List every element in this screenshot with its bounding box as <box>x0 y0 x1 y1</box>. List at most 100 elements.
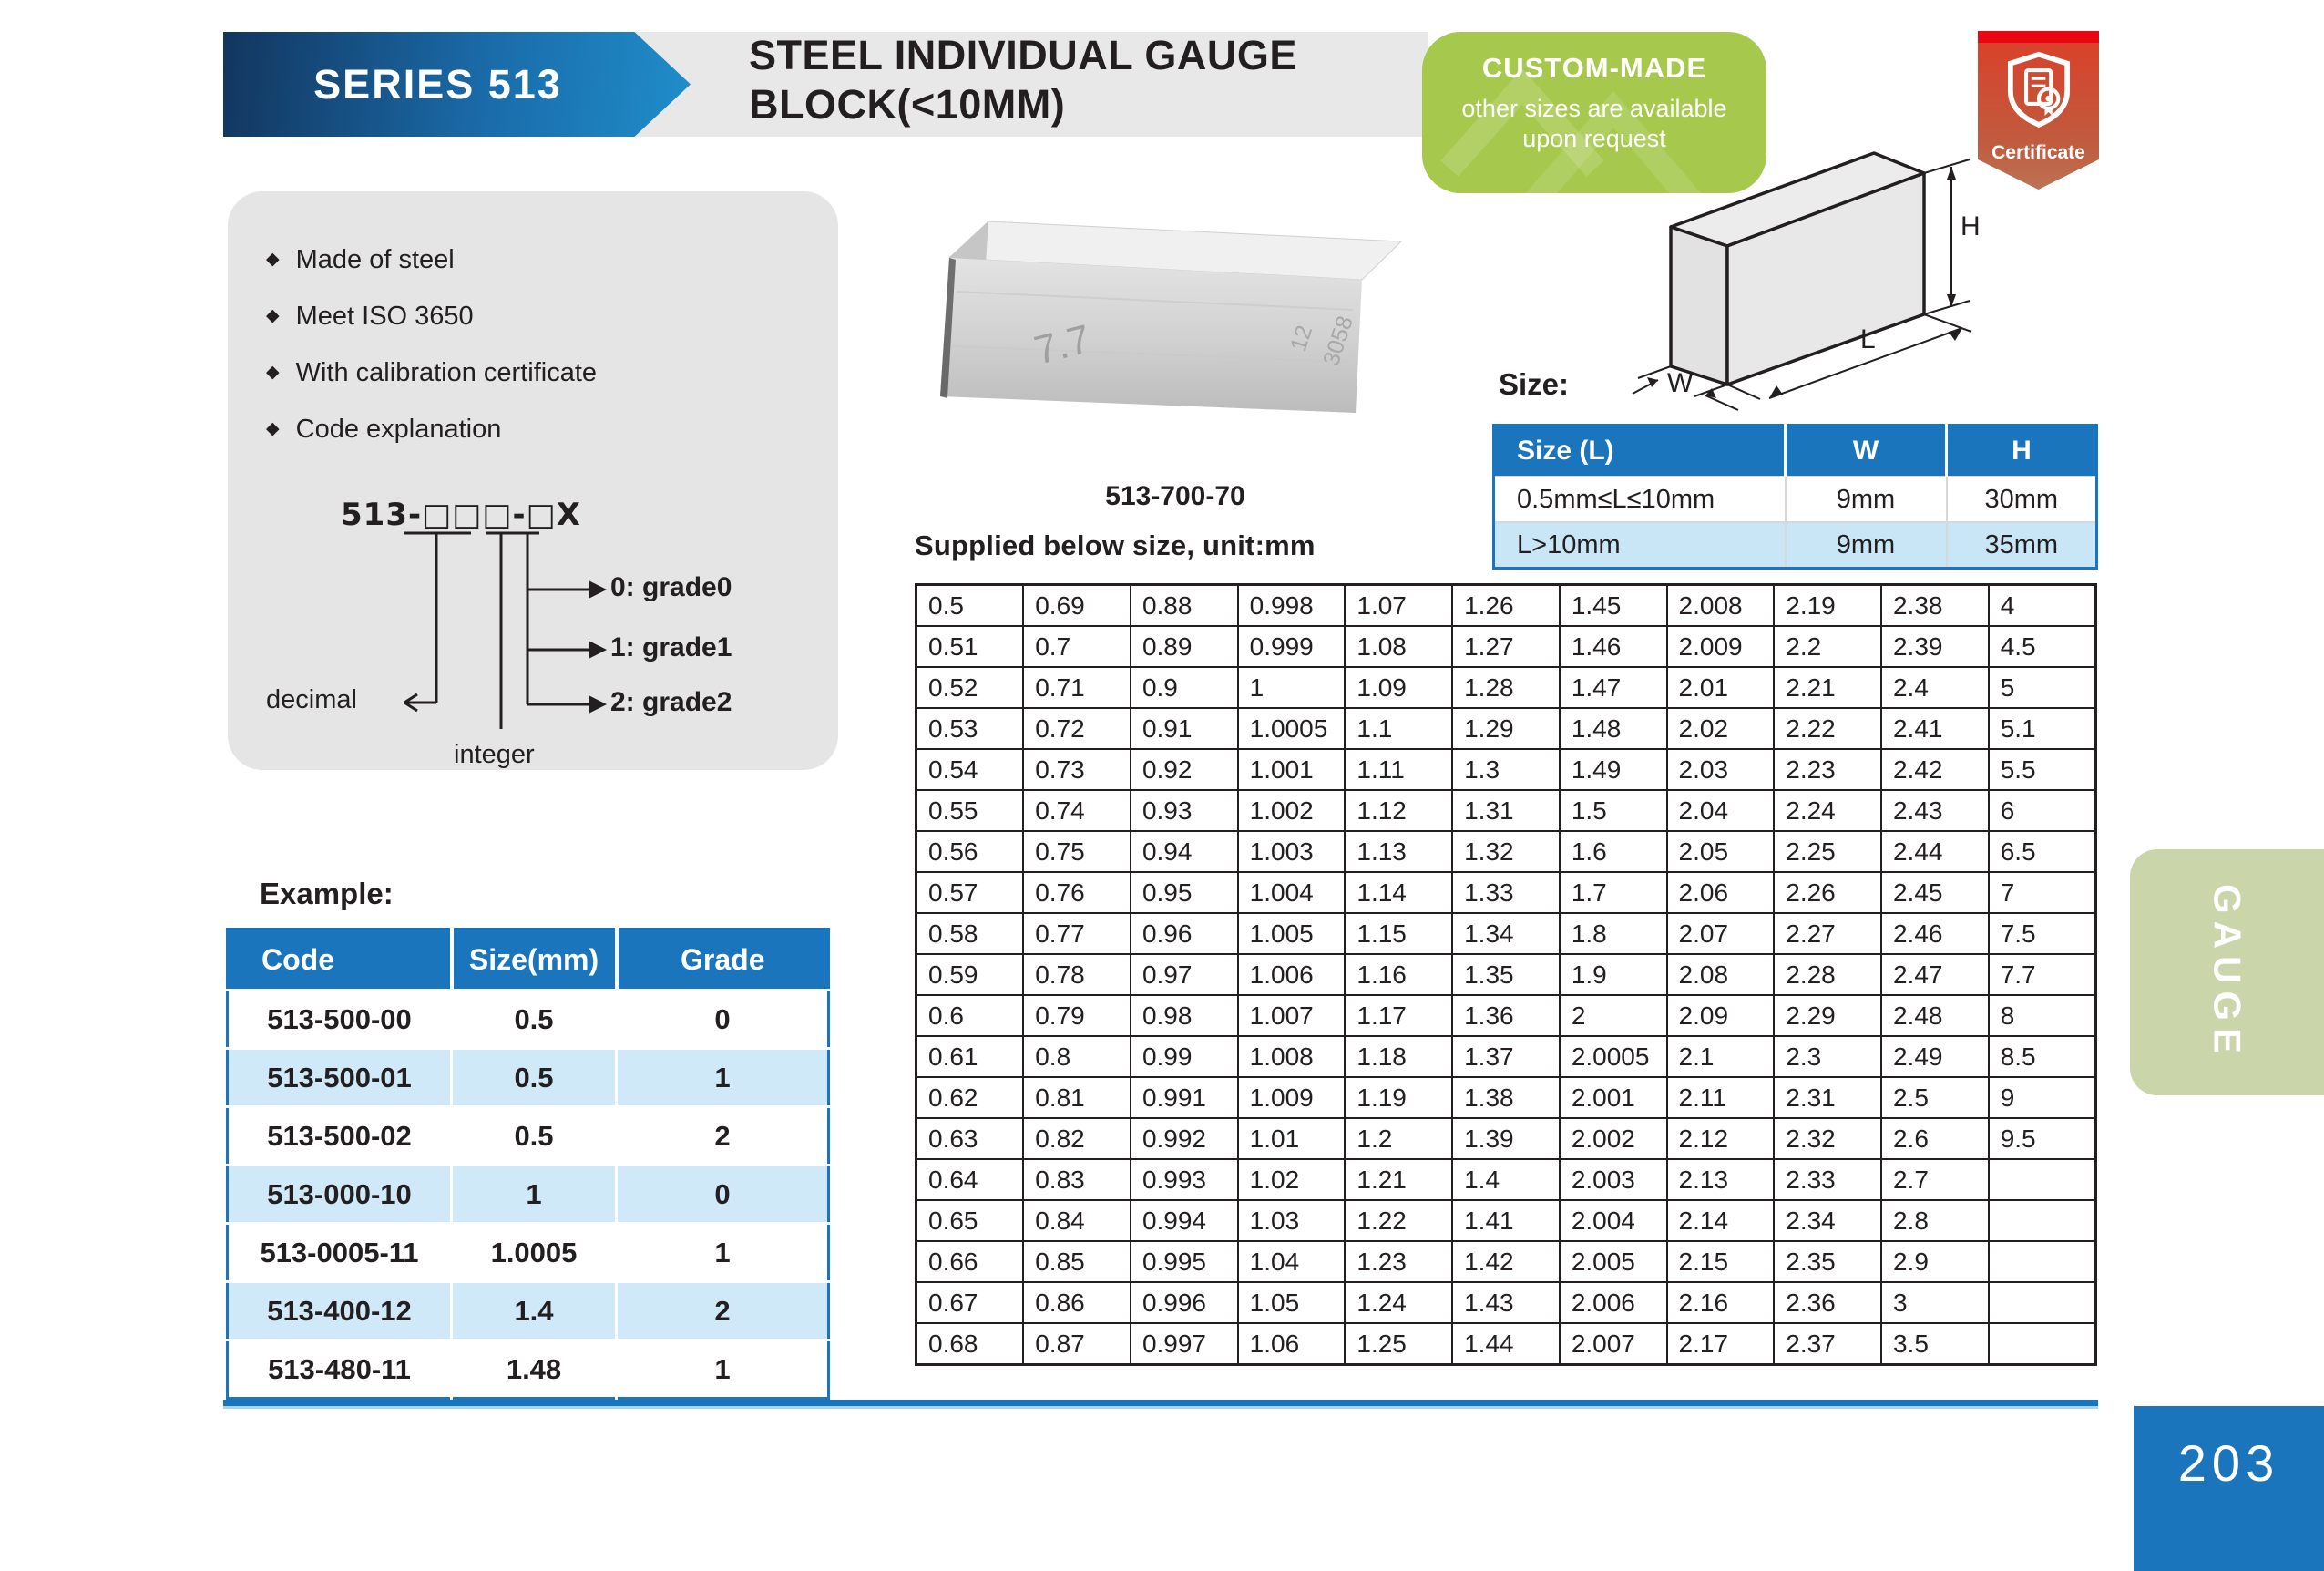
custom-made-badge: CUSTOM-MADE other sizes are available up… <box>1422 32 1766 193</box>
supplied-sizes-table: 0.5 0.69 0.88 0.998 1.07 1.26 1.45 2.008 2.19 2.3… <box>915 583 2097 1366</box>
size-grid-cell: 0.67 <box>915 1281 1025 1324</box>
table-cell: 513-500-02 <box>227 1105 453 1165</box>
size-grid-cell: 0.55 <box>915 789 1025 832</box>
size-grid-row: 0.6 0.79 0.98 1.007 1.17 1.36 2 2.09 2.29 2.48 8 <box>915 994 2097 1037</box>
size-grid-cell: 2.24 <box>1773 789 1882 832</box>
custom-badge-line2: upon request <box>1522 125 1666 152</box>
size-grid-cell: 2.43 <box>1879 789 1990 832</box>
size-grid-cell: 9 <box>1987 1076 2097 1119</box>
feature-bullet: ◆ Code explanation <box>266 414 597 445</box>
size-grid-cell: 1.06 <box>1236 1322 1346 1366</box>
size-grid-cell: 0.88 <box>1129 583 1239 627</box>
size-grid-cell: 0.997 <box>1129 1322 1239 1366</box>
size-grid-cell: 2.16 <box>1665 1281 1776 1324</box>
custom-badge-line1: other sizes are available <box>1461 95 1727 122</box>
grade2-option: 2: grade2 <box>610 687 732 717</box>
size-grid-cell: 1.16 <box>1344 953 1454 996</box>
series-label: SERIES 513 <box>313 60 562 108</box>
supplied-sizes-body: 0.5 0.69 0.88 0.998 1.07 1.26 1.45 2.008 2.19 2.3… <box>915 583 2097 1366</box>
size-grid-cell: 2 <box>1558 994 1668 1037</box>
size-grid-cell: 0.75 <box>1022 830 1131 873</box>
size-grid-cell <box>1987 1199 2097 1242</box>
size-grid-cell: 2.1 <box>1665 1035 1776 1078</box>
size-grid-cell: 0.996 <box>1129 1281 1239 1324</box>
example-header-size: Size(mm) <box>451 929 619 991</box>
table-row: 0.5mm≤L≤10mm 9mm 30mm <box>1493 476 2097 522</box>
table-cell: 9mm <box>1785 521 1948 569</box>
size-grid-cell: 2.17 <box>1665 1322 1776 1366</box>
size-grid-cell: 1.49 <box>1558 748 1668 791</box>
size-grid-cell <box>1987 1281 2097 1324</box>
decimal-label: decimal <box>266 685 357 714</box>
diamond-bullet-icon: ◆ <box>266 306 280 325</box>
size-grid-cell: 0.7 <box>1022 625 1131 668</box>
size-grid-cell: 2.37 <box>1773 1322 1882 1366</box>
size-grid-cell: 1.24 <box>1344 1281 1454 1324</box>
dimension-diagram: H L W <box>1632 151 1981 411</box>
size-grid-cell: 1.2 <box>1344 1117 1454 1160</box>
size-grid-cell: 2.47 <box>1879 953 1990 996</box>
size-grid-cell: 2.005 <box>1558 1240 1668 1283</box>
size-grid-cell: 0.97 <box>1129 953 1239 996</box>
size-grid-row: 0.56 0.75 0.94 1.003 1.13 1.32 1.6 2.05 2.25 2.44… <box>915 830 2097 873</box>
size-grid-cell: 2.15 <box>1665 1240 1776 1283</box>
size-grid-cell: 2.36 <box>1773 1281 1882 1324</box>
table-cell: 513-0005-11 <box>227 1222 453 1282</box>
size-grid-cell: 2.33 <box>1773 1158 1882 1201</box>
size-grid-cell: 1.17 <box>1344 994 1454 1037</box>
size-grid-cell: 2.03 <box>1665 748 1776 791</box>
size-grid-cell: 1.04 <box>1236 1240 1346 1283</box>
table-cell: 0.5 <box>451 1047 618 1107</box>
size-grid-cell: 2.14 <box>1665 1199 1776 1242</box>
table-cell: 0 <box>616 989 829 1049</box>
size-grid-row: 0.51 0.7 0.89 0.999 1.08 1.27 1.46 2.009 2.2 2.39… <box>915 625 2097 668</box>
size-grid-row: 0.59 0.78 0.97 1.006 1.16 1.35 1.9 2.08 2.28 2.47… <box>915 953 2097 996</box>
product-caption: 513-700-70 <box>1105 481 1245 511</box>
diamond-bullet-icon: ◆ <box>266 419 280 438</box>
size-grid-row: 0.57 0.76 0.95 1.004 1.14 1.33 1.7 2.06 2.26 2.45… <box>915 871 2097 914</box>
size-grid-cell: 0.56 <box>915 830 1025 873</box>
size-grid-cell: 2.31 <box>1773 1076 1882 1119</box>
size-grid-cell: 2.34 <box>1773 1199 1882 1242</box>
table-row: 513-500-00 0.5 0 <box>227 989 829 1049</box>
dim-w-label: W <box>1667 368 1694 398</box>
size-grid-cell: 0.994 <box>1129 1199 1239 1242</box>
size-grid-cell: 2.49 <box>1879 1035 1990 1078</box>
size-grid-cell: 5 <box>1987 666 2097 709</box>
size-grid-cell: 3 <box>1879 1281 1990 1324</box>
size-grid-cell: 1.38 <box>1451 1076 1561 1119</box>
size-grid-cell: 1.21 <box>1344 1158 1454 1201</box>
size-grid-cell: 0.62 <box>915 1076 1025 1119</box>
size-grid-cell: 0.85 <box>1022 1240 1131 1283</box>
size-grid-cell: 1.0005 <box>1236 707 1346 750</box>
size-grid-cell: 1.19 <box>1344 1076 1454 1119</box>
size-grid-cell: 2.27 <box>1773 912 1882 955</box>
size-grid-cell: 1.18 <box>1344 1035 1454 1078</box>
size-spec-table: Size (L) W H 0.5mm≤L≤10mm 9mm 30mm L>10mm 9m… <box>1492 424 2098 570</box>
example-heading: Example: <box>260 877 394 910</box>
size-grid-cell: 1.01 <box>1236 1117 1346 1160</box>
size-grid-cell: 0.993 <box>1129 1158 1239 1201</box>
size-grid-cell: 1.8 <box>1558 912 1668 955</box>
size-grid-cell: 2.11 <box>1665 1076 1776 1119</box>
size-grid-cell: 0.5 <box>915 583 1025 627</box>
table-cell: 0.5mm≤L≤10mm <box>1493 476 1787 522</box>
size-grid-cell: 1.07 <box>1344 583 1454 627</box>
dim-l-label: L <box>1860 324 1876 354</box>
section-tab-label: GAUGE <box>2206 883 2249 1061</box>
example-header-code: Code <box>227 929 454 991</box>
size-grid-cell: 1.004 <box>1236 871 1346 914</box>
size-grid-cell: 1.44 <box>1451 1322 1561 1366</box>
size-grid-cell: 2.9 <box>1879 1240 1990 1283</box>
size-grid-cell: 2.4 <box>1879 666 1990 709</box>
size-grid-cell: 3.5 <box>1879 1322 1990 1366</box>
size-grid-cell: 0.6 <box>915 994 1025 1037</box>
size-grid-cell: 2.19 <box>1773 583 1882 627</box>
size-grid-cell: 0.991 <box>1129 1076 1239 1119</box>
feature-bullet-list: ◆ Made of steel ◆ Meet ISO 3650 ◆ With calibr… <box>266 244 597 445</box>
size-grid-cell: 2.25 <box>1773 830 1882 873</box>
size-grid-cell: 0.95 <box>1129 871 1239 914</box>
size-grid-cell: 0.87 <box>1022 1322 1131 1366</box>
size-grid-cell: 1.39 <box>1451 1117 1561 1160</box>
feature-text: Made of steel <box>295 244 455 274</box>
